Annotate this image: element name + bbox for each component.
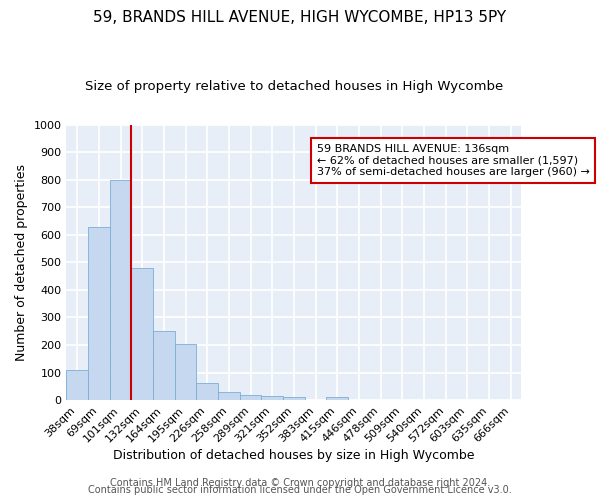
Text: Contains public sector information licensed under the Open Government Licence v3: Contains public sector information licen… <box>88 485 512 495</box>
Bar <box>196 383 218 400</box>
Bar <box>326 398 348 400</box>
Title: Size of property relative to detached houses in High Wycombe: Size of property relative to detached ho… <box>85 80 503 93</box>
Bar <box>67 370 88 400</box>
Bar <box>88 226 110 400</box>
Text: 59, BRANDS HILL AVENUE, HIGH WYCOMBE, HP13 5PY: 59, BRANDS HILL AVENUE, HIGH WYCOMBE, HP… <box>94 10 506 25</box>
Text: 59 BRANDS HILL AVENUE: 136sqm
← 62% of detached houses are smaller (1,597)
37% o: 59 BRANDS HILL AVENUE: 136sqm ← 62% of d… <box>317 144 590 177</box>
X-axis label: Distribution of detached houses by size in High Wycombe: Distribution of detached houses by size … <box>113 450 475 462</box>
Y-axis label: Number of detached properties: Number of detached properties <box>15 164 28 361</box>
Bar <box>175 344 196 400</box>
Bar <box>240 395 262 400</box>
Bar <box>110 180 131 400</box>
Bar <box>283 398 305 400</box>
Bar <box>262 396 283 400</box>
Bar <box>218 392 240 400</box>
Bar <box>153 332 175 400</box>
Bar <box>131 268 153 400</box>
Text: Contains HM Land Registry data © Crown copyright and database right 2024.: Contains HM Land Registry data © Crown c… <box>110 478 490 488</box>
